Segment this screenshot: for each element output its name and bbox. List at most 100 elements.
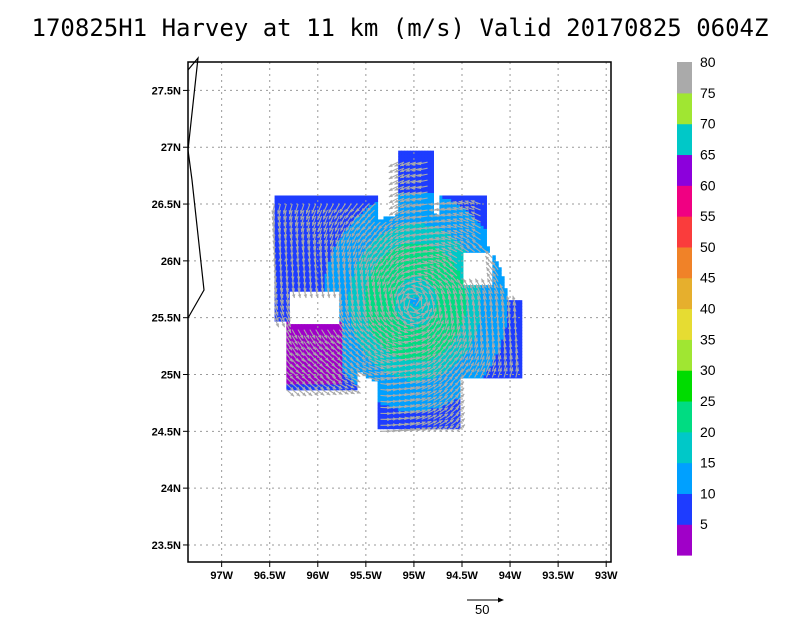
wind-speed-cell <box>312 288 317 292</box>
wind-speed-cell <box>368 374 373 379</box>
wind-speed-cell <box>401 362 405 367</box>
wind-speed-cell <box>433 345 437 349</box>
wind-speed-cell <box>283 204 287 208</box>
wind-speed-cell <box>380 258 384 262</box>
wind-speed-cell <box>380 246 384 250</box>
wind-speed-cell <box>430 198 435 202</box>
wind-speed-cell <box>401 249 405 253</box>
wind-speed-cell <box>439 348 443 352</box>
wind-speed-cell <box>277 285 281 289</box>
wind-speed-cell <box>415 371 420 376</box>
wind-speed-cell <box>412 276 417 280</box>
wind-speed-cell <box>421 315 426 319</box>
wind-speed-cell <box>474 294 479 298</box>
wind-speed-cell <box>448 374 452 379</box>
wind-speed-cell <box>342 377 346 382</box>
wind-speed-cell <box>392 285 396 289</box>
wind-speed-cell <box>409 207 414 211</box>
wind-speed-cell <box>415 324 420 328</box>
wind-speed-cell <box>383 330 387 334</box>
wind-speed-cell <box>286 386 290 391</box>
wind-speed-cell <box>315 324 320 328</box>
wind-speed-cell <box>339 243 343 247</box>
wind-speed-cell <box>395 345 399 349</box>
wind-speed-cell <box>368 365 373 370</box>
wind-speed-cell <box>495 336 499 340</box>
wind-speed-cell <box>459 371 464 376</box>
wind-speed-cell <box>442 425 446 430</box>
wind-speed-cell <box>451 383 455 388</box>
wind-speed-cell <box>362 350 367 355</box>
wind-speed-cell <box>465 324 470 328</box>
wind-speed-cell <box>415 342 420 346</box>
wind-speed-cell <box>298 380 302 385</box>
wind-speed-cell <box>324 279 329 283</box>
wind-speed-cell <box>354 318 358 322</box>
wind-speed-cell <box>462 356 467 361</box>
wind-speed-cell <box>486 330 490 334</box>
wind-speed-cell <box>412 377 417 382</box>
wind-speed-cell <box>336 231 340 235</box>
wind-speed-cell <box>365 315 370 319</box>
wind-speed-cell <box>280 228 284 232</box>
wind-speed-cell <box>321 234 326 238</box>
wind-speed-cell <box>421 276 426 280</box>
wind-speed-cell <box>342 321 346 325</box>
wind-speed-cell <box>439 204 443 208</box>
wind-speed-cell <box>374 288 379 292</box>
wind-speed-cell <box>345 365 349 370</box>
wind-speed-cell <box>339 273 343 277</box>
wind-speed-cell <box>427 183 432 188</box>
wind-speed-cell <box>471 371 476 376</box>
wind-speed-cell <box>377 282 382 286</box>
wind-speed-cell <box>404 345 408 349</box>
wind-speed-cell <box>477 198 482 202</box>
wind-speed-cell <box>395 252 399 256</box>
wind-speed-cell <box>401 353 405 358</box>
wind-speed-cell <box>342 374 346 379</box>
wind-speed-cell <box>359 309 364 313</box>
wind-speed-cell <box>401 243 405 247</box>
wind-speed-cell <box>377 291 382 295</box>
wind-speed-cell <box>389 216 393 220</box>
wind-speed-cell <box>359 348 364 352</box>
wind-speed-cell <box>489 342 493 346</box>
wind-speed-cell <box>430 365 435 370</box>
wind-speed-cell <box>362 255 367 259</box>
wind-speed-cell <box>483 222 487 226</box>
wind-speed-cell <box>462 234 467 238</box>
wind-speed-cell <box>462 303 467 307</box>
wind-speed-cell <box>474 207 479 211</box>
wind-speed-cell <box>374 321 379 325</box>
wind-speed-cell <box>356 333 361 337</box>
wind-speed-cell <box>398 371 402 376</box>
wind-speed-cell <box>386 342 390 346</box>
wind-speed-cell <box>377 377 382 382</box>
wind-speed-cell <box>424 195 429 199</box>
wind-speed-cell <box>492 300 496 304</box>
wind-speed-cell <box>398 270 402 274</box>
wind-speed-cell <box>389 365 393 370</box>
wind-speed-cell <box>286 246 290 250</box>
wind-speed-cell <box>383 395 387 400</box>
wind-speed-cell <box>468 297 473 301</box>
wind-speed-cell <box>330 371 334 376</box>
wind-speed-cell <box>295 270 299 274</box>
wind-speed-cell <box>407 267 411 271</box>
wind-speed-cell <box>418 177 423 182</box>
wind-speed-cell <box>324 342 329 346</box>
wind-speed-cell <box>306 353 311 358</box>
wind-speed-cell <box>368 353 373 358</box>
wind-speed-cell <box>395 264 399 268</box>
wind-speed-cell <box>430 398 435 403</box>
wind-speed-cell <box>315 374 320 379</box>
wind-speed-cell <box>368 270 373 274</box>
wind-speed-cell <box>448 198 452 202</box>
wind-speed-cell <box>301 365 305 370</box>
wind-speed-cell <box>354 219 358 223</box>
wind-speed-cell <box>292 380 296 385</box>
wind-speed-cell <box>301 273 305 277</box>
wind-speed-cell <box>295 273 299 277</box>
wind-speed-cell <box>362 279 367 283</box>
wind-speed-cell <box>389 324 393 328</box>
